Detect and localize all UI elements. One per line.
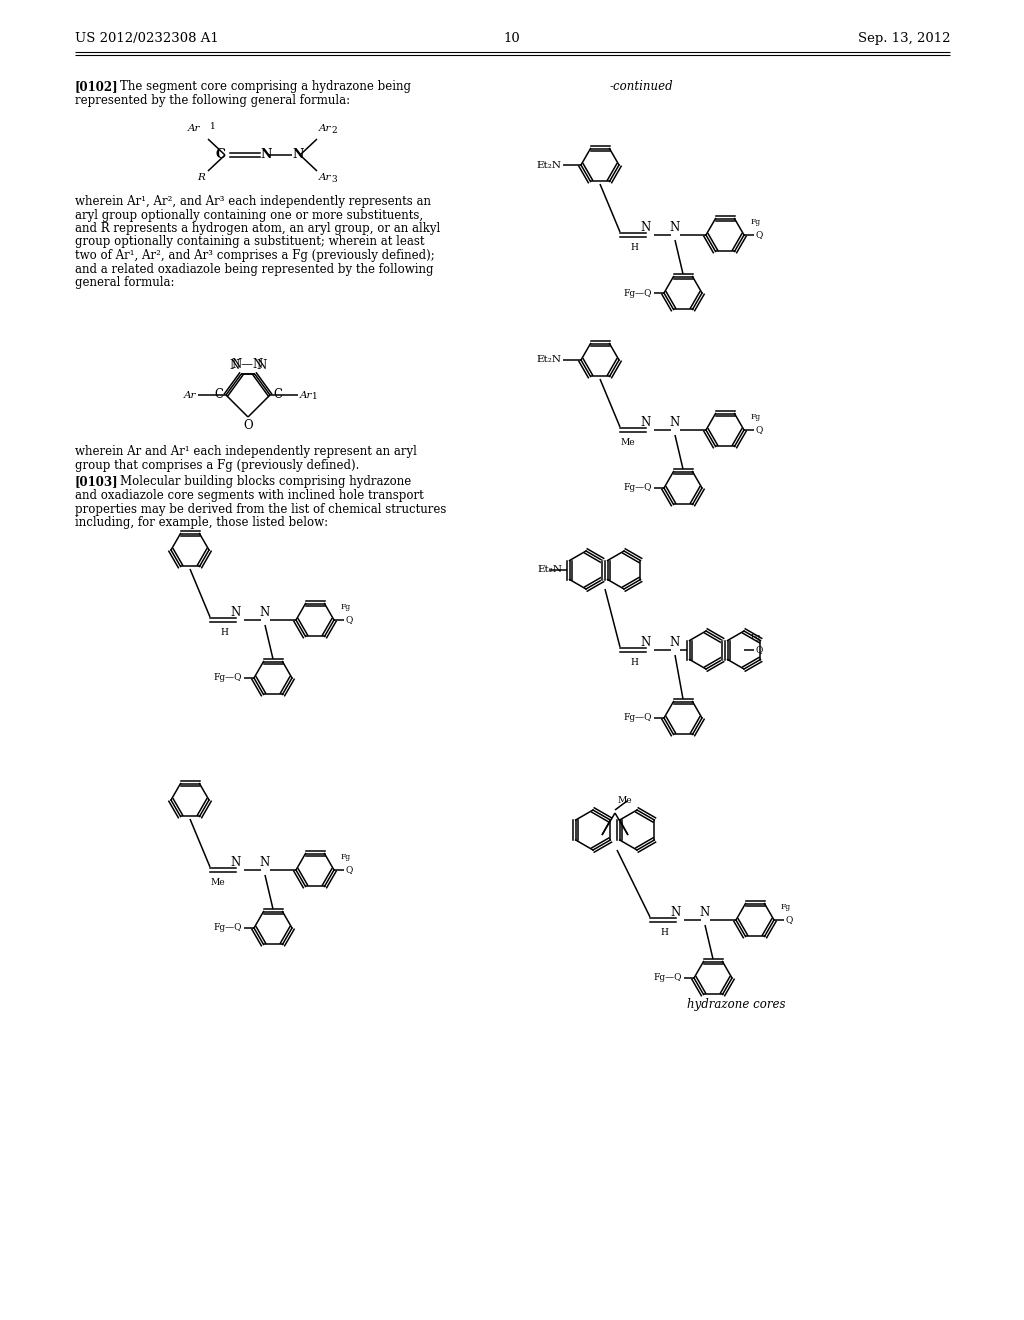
Text: N: N [641, 636, 651, 649]
Text: wherein Ar and Ar¹ each independently represent an aryl: wherein Ar and Ar¹ each independently re… [75, 445, 417, 458]
Text: -continued: -continued [610, 81, 674, 92]
Text: aryl group optionally containing one or more substituents,: aryl group optionally containing one or … [75, 209, 423, 222]
Text: Fg—Q: Fg—Q [213, 673, 242, 682]
Text: Fg: Fg [751, 634, 761, 642]
Text: Et₂N: Et₂N [537, 565, 562, 574]
Text: Q: Q [756, 425, 763, 434]
Text: H: H [660, 928, 668, 937]
Text: Ar: Ar [319, 124, 332, 133]
Text: N: N [670, 220, 680, 234]
Text: and oxadiazole core segments with inclined hole transport: and oxadiazole core segments with inclin… [75, 488, 424, 502]
Text: R: R [198, 173, 205, 182]
Text: N: N [229, 359, 240, 372]
Text: Ar: Ar [183, 391, 196, 400]
Text: Fg: Fg [781, 903, 792, 911]
Text: H: H [630, 657, 638, 667]
Text: and R represents a hydrogen atom, an aryl group, or an alkyl: and R represents a hydrogen atom, an ary… [75, 222, 440, 235]
Text: 1: 1 [210, 121, 216, 131]
Text: 1: 1 [312, 392, 317, 401]
Text: N: N [292, 148, 303, 161]
Text: and a related oxadiazole being represented by the following: and a related oxadiazole being represent… [75, 263, 433, 276]
Text: Fg: Fg [751, 413, 761, 421]
Text: hydrazone cores: hydrazone cores [687, 998, 785, 1011]
Text: C: C [215, 148, 225, 161]
Text: [0102]: [0102] [75, 81, 119, 92]
Text: two of Ar¹, Ar², and Ar³ comprises a Fg (previously defined);: two of Ar¹, Ar², and Ar³ comprises a Fg … [75, 249, 435, 261]
Text: Q: Q [346, 866, 353, 874]
Text: Et₂N: Et₂N [536, 355, 561, 364]
Text: C: C [214, 388, 223, 401]
Text: Q: Q [756, 231, 763, 239]
Text: represented by the following general formula:: represented by the following general for… [75, 94, 350, 107]
Text: Molecular building blocks comprising hydrazone: Molecular building blocks comprising hyd… [120, 475, 412, 488]
Text: Fg: Fg [341, 603, 351, 611]
Text: Fg—Q: Fg—Q [624, 483, 652, 492]
Text: H: H [220, 628, 228, 638]
Text: N: N [670, 636, 680, 649]
Text: N—N: N—N [231, 358, 264, 371]
Text: N: N [671, 906, 681, 919]
Text: The segment core comprising a hydrazone being: The segment core comprising a hydrazone … [120, 81, 411, 92]
Text: Q: Q [786, 916, 794, 924]
Text: including, for example, those listed below:: including, for example, those listed bel… [75, 516, 328, 529]
Text: N: N [230, 606, 241, 619]
Text: N: N [670, 416, 680, 429]
Text: N: N [260, 606, 270, 619]
Text: wherein Ar¹, Ar², and Ar³ each independently represents an: wherein Ar¹, Ar², and Ar³ each independe… [75, 195, 431, 209]
Text: US 2012/0232308 A1: US 2012/0232308 A1 [75, 32, 219, 45]
Text: N: N [699, 906, 710, 919]
Text: N: N [260, 855, 270, 869]
Text: properties may be derived from the list of chemical structures: properties may be derived from the list … [75, 503, 446, 516]
Text: Fg: Fg [751, 218, 761, 226]
Text: Fg—Q: Fg—Q [624, 714, 652, 722]
Text: Et₂N: Et₂N [536, 161, 561, 169]
Text: O: O [243, 418, 253, 432]
Text: N: N [257, 359, 267, 372]
Text: Fg—Q: Fg—Q [213, 924, 242, 932]
Text: Me: Me [210, 878, 225, 887]
Text: N: N [641, 220, 651, 234]
Text: Me: Me [621, 438, 635, 447]
Text: H: H [630, 243, 638, 252]
Text: Fg—Q: Fg—Q [653, 974, 682, 982]
Text: N: N [641, 416, 651, 429]
Text: N: N [230, 855, 241, 869]
Text: Ar: Ar [187, 124, 200, 133]
Text: Sep. 13, 2012: Sep. 13, 2012 [857, 32, 950, 45]
Text: Q: Q [346, 615, 353, 624]
Text: N: N [260, 148, 271, 161]
Text: general formula:: general formula: [75, 276, 174, 289]
Text: 2: 2 [331, 125, 337, 135]
Text: Fg—Q: Fg—Q [624, 289, 652, 297]
Text: [0103]: [0103] [75, 475, 119, 488]
Text: C: C [273, 388, 282, 401]
Text: Ar: Ar [300, 391, 312, 400]
Text: group optionally containing a substituent; wherein at least: group optionally containing a substituen… [75, 235, 425, 248]
Text: 3: 3 [331, 176, 337, 183]
Text: Q: Q [756, 645, 763, 655]
Text: group that comprises a Fg (previously defined).: group that comprises a Fg (previously de… [75, 458, 359, 471]
Text: Fg: Fg [341, 853, 351, 861]
Text: 10: 10 [504, 32, 520, 45]
Text: Me: Me [617, 796, 632, 805]
Text: Ar: Ar [319, 173, 332, 182]
